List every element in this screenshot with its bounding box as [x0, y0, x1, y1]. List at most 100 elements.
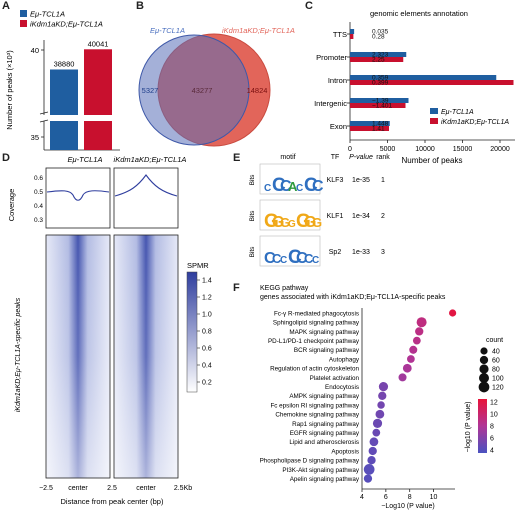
pathway-label: Fc epsilon RI signaling pathway	[270, 402, 359, 409]
colorbar-tick: 1.4	[202, 278, 212, 285]
pathway-dot	[406, 355, 415, 363]
venn-right-only: 14824	[247, 86, 268, 95]
pathway-dot	[416, 317, 427, 328]
pathway-dot	[449, 309, 457, 317]
motif-letter: G	[280, 215, 290, 230]
category-label: Exon	[330, 122, 347, 131]
rank: 2	[381, 213, 385, 220]
motif-letter: C	[264, 183, 271, 194]
motif-letter: C	[280, 178, 292, 195]
cov-tick-0.3: 0.3	[34, 217, 43, 224]
x-tick: 10000	[415, 146, 435, 153]
pathway-dot	[377, 401, 385, 409]
venn-overlap: 43277	[192, 86, 213, 95]
colorbar-tick: 0.6	[202, 346, 212, 353]
panel-label-e: E	[233, 152, 241, 164]
axis-break-mark	[39, 111, 49, 115]
bar-value-label: 1.41	[372, 125, 385, 132]
pathway-dot	[367, 456, 376, 465]
pathway-label: AMPK signaling pathway	[289, 393, 360, 400]
colorbar-tick: 0.2	[202, 380, 212, 387]
legend-swatch-red	[20, 20, 27, 27]
motif-logo-box	[259, 199, 321, 231]
count-legend-label: 40	[492, 349, 500, 356]
motif-letter: G	[296, 211, 311, 232]
colorbar	[186, 271, 198, 393]
bar-1	[50, 69, 78, 150]
cov-tick-0.5: 0.5	[34, 189, 43, 196]
bar-exon-2	[350, 126, 389, 131]
x-tick-4: center	[136, 485, 156, 492]
count-legend-label: 60	[492, 358, 500, 365]
pathway-label: Platelet activation	[310, 375, 360, 382]
x-tick: 6	[384, 494, 388, 501]
pathway-dot	[375, 409, 385, 419]
motif-letter: G	[288, 219, 296, 230]
rank: 3	[381, 249, 385, 256]
p-value: 1e-35	[352, 177, 370, 184]
pathway-dot	[402, 363, 412, 373]
pathway-label: PD-L1/PD-1 checkpoint pathway	[268, 338, 360, 345]
column-title-2: iKdm1aKD;Eμ-TCL1A	[114, 155, 187, 164]
legend-swatch-red	[430, 118, 438, 124]
tf-name: Sp2	[329, 249, 342, 256]
x-tick: 10	[430, 494, 438, 501]
tf-name: KLF1	[327, 213, 344, 220]
pathway-label: Apoptosis	[331, 448, 359, 455]
motif-letter: C	[296, 250, 308, 267]
pathway-label: MAPK signaling pathway	[289, 329, 360, 336]
bar-value-label: −1.401	[372, 102, 392, 109]
legend-label-2: iKdm1aKD;Eμ-TCL1A	[30, 20, 103, 29]
panel-a-chart: Eμ-TCL1A iKdm1aKD;Eμ-TCL1A Number of pea…	[5, 10, 120, 151]
motif-letter: C	[280, 255, 287, 266]
bar-value-label: 38880	[54, 59, 75, 68]
bar-exon-1	[350, 121, 390, 126]
cov-tick-0.6: 0.6	[34, 175, 43, 182]
count-legend-dot	[479, 355, 489, 365]
venn-circle-left	[138, 34, 250, 146]
x-tick: 20000	[490, 146, 510, 153]
bar-value-label: 0.28	[372, 33, 385, 40]
pathway-dot	[372, 418, 383, 428]
count-legend-dot	[478, 381, 490, 393]
cov-tick-0.4: 0.4	[34, 203, 43, 210]
pval-tick: 12	[490, 400, 498, 407]
bar-break-2	[83, 115, 113, 121]
count-legend-label: 80	[492, 367, 500, 374]
bar-intergenic-1	[350, 98, 409, 103]
bar-promoter-1	[350, 52, 407, 57]
pathway-label: Lipid and atherosclerosis	[289, 439, 359, 446]
bar-tts-1	[350, 29, 355, 34]
venn-label-right: iKdm1aKD;Eμ-TCL1A	[222, 26, 295, 35]
bar-value-label: 40041	[88, 39, 109, 48]
pathway-dot	[372, 428, 381, 437]
venn-label-left: Eμ-TCL1A	[150, 26, 185, 35]
y-tick-40: 40	[31, 46, 39, 55]
count-legend-dot	[479, 364, 489, 374]
header-pvalue: P-value	[349, 154, 373, 161]
panel-f-dotplot: KEGG pathway genes associated with iKdm1…	[260, 285, 504, 510]
f-title-1: KEGG pathway	[260, 285, 309, 292]
motif-letter: C	[304, 175, 318, 196]
motif-letter: G	[304, 214, 316, 231]
header-tf: TF	[331, 154, 340, 161]
pathway-label: PI3K-Akt signaling pathway	[282, 467, 360, 474]
count-legend-dot	[480, 347, 488, 355]
bar-value-label: 0.399	[372, 79, 389, 86]
bar-intergenic-2	[350, 103, 406, 108]
bar-promoter-2	[350, 57, 404, 62]
category-label: TTS	[333, 30, 347, 39]
pval-tick: 6	[490, 436, 494, 443]
legend-label-2: iKdm1aKD;Eμ-TCL1A	[441, 119, 509, 126]
pathway-label: Endocytosis	[325, 384, 359, 391]
x-tick: 5000	[380, 146, 396, 153]
pathway-label: Regulation of actin cytoskeleton	[270, 366, 359, 373]
bar-2	[84, 49, 112, 150]
panel-d-heatmap: Eμ-TCL1A iKdm1aKD;Eμ-TCL1A Coverage 0.6 …	[7, 155, 212, 506]
bar-intron-2	[350, 80, 514, 85]
panel-label-b: B	[136, 0, 144, 12]
pval-tick: 8	[490, 424, 494, 431]
motif-letter: G	[312, 215, 322, 230]
motif-logo-box	[259, 163, 321, 195]
bar-break-1	[49, 115, 79, 121]
